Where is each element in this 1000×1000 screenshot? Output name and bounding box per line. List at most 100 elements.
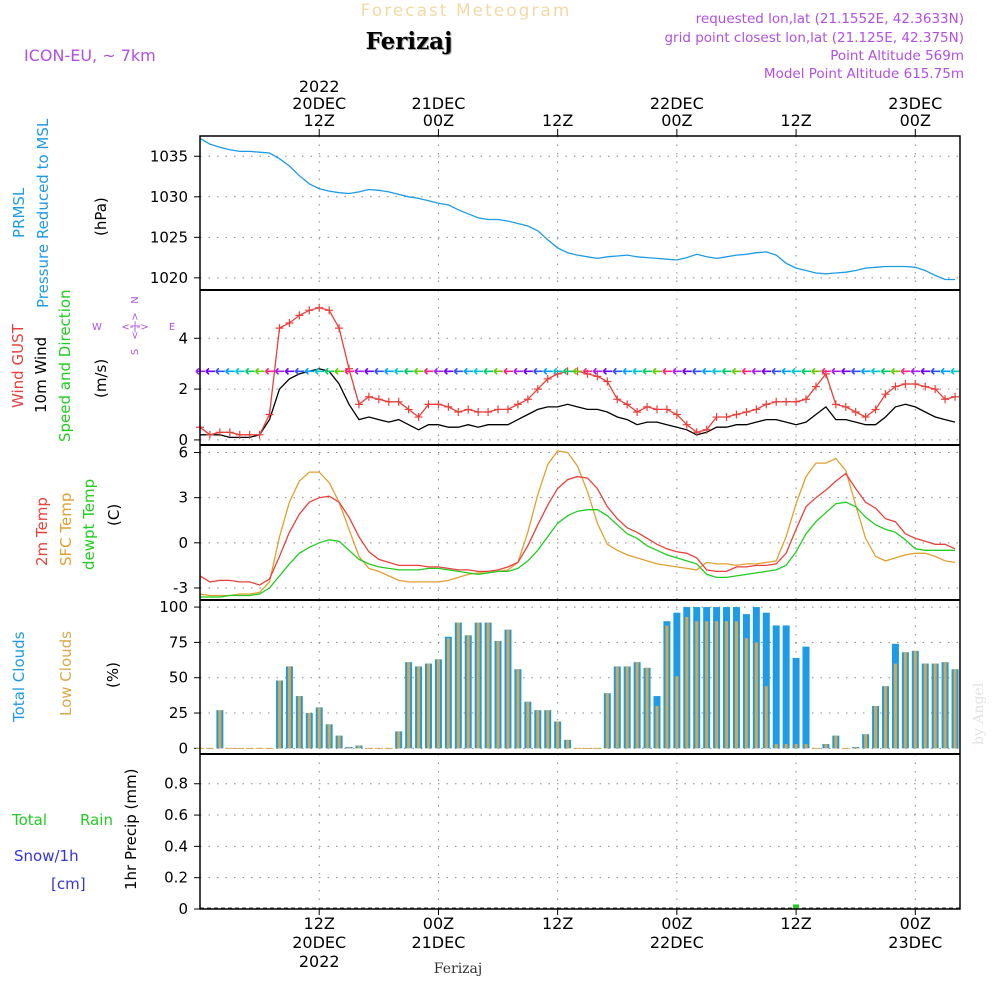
wind-direction-arrow	[582, 367, 593, 375]
wind-direction-arrow	[324, 367, 335, 375]
wind-direction-arrow	[831, 367, 841, 375]
gust-point	[374, 395, 383, 404]
wind-direction-arrow	[721, 367, 732, 375]
gust-point	[871, 405, 880, 414]
wind-direction-arrow	[354, 367, 364, 375]
low-clouds-bar	[883, 686, 887, 749]
gust-point	[802, 395, 811, 404]
wind-direction-arrow	[453, 367, 464, 375]
low-clouds-bar	[804, 744, 808, 749]
wind-direction-arrow	[712, 367, 722, 375]
low-clouds-bar	[516, 669, 520, 749]
low-clouds-bar	[874, 705, 878, 749]
clouds-ytick-label: 50	[169, 669, 188, 687]
gust-point	[613, 395, 622, 404]
gust-point	[543, 374, 552, 383]
bottom-time-label: 2022	[299, 952, 340, 971]
precip-ytick-label: 0	[178, 900, 188, 918]
low-clouds-bar	[744, 638, 748, 749]
wind-direction-arrow	[771, 367, 782, 375]
gust-point	[325, 306, 334, 315]
wind-direction-arrow	[652, 367, 662, 375]
precip-ytick-label: 0.2	[164, 869, 188, 887]
wind-panel: 0 2 4	[178, 290, 961, 449]
gust-point	[484, 407, 493, 416]
wind-direction-arrow	[553, 367, 563, 375]
wind-direction-arrow	[811, 367, 821, 375]
temp-panel: -3 0 3 6	[173, 444, 960, 600]
wind-direction-arrow	[841, 367, 851, 375]
gust-point	[494, 405, 503, 414]
wind-direction-arrow	[483, 367, 494, 375]
gust-point	[593, 372, 602, 381]
low-clouds-bar	[317, 707, 321, 749]
clouds-ytick-label: 25	[169, 704, 188, 722]
top-time-label: 21DEC	[411, 94, 465, 113]
bottom-time-label: 00Z	[900, 914, 931, 933]
wind-direction-arrow	[682, 367, 692, 375]
low-clouds-bar	[277, 680, 281, 749]
wind-direction-arrow	[741, 367, 752, 375]
low-clouds-bar	[496, 640, 500, 749]
precip-panel: 0 0.2 0.4 0.6 0.8	[164, 754, 960, 918]
clouds-panel: 0 25 50 75 100	[159, 598, 960, 757]
pressure-label-msl: Pressure Reduced to MSL	[34, 118, 52, 308]
wind-direction-arrow	[662, 367, 672, 375]
gust-point	[712, 413, 721, 422]
clouds-ytick-label: 0	[178, 739, 188, 757]
low-clouds-bar	[556, 721, 560, 749]
gust-point	[861, 413, 870, 422]
low-clouds-bar	[953, 669, 957, 749]
model-label: ICON-EU, ~ 7km	[24, 46, 156, 65]
low-clouds-bar	[715, 621, 719, 749]
gust-point	[901, 380, 910, 389]
top-time-label: 12Z	[780, 111, 811, 130]
wind-ytick-label: 4	[178, 329, 188, 347]
wind-direction-arrow	[473, 367, 484, 375]
bottom-time-label: 12Z	[542, 914, 573, 933]
temp-ytick-label: 6	[178, 444, 188, 462]
wind-direction-arrow	[672, 367, 682, 375]
low-clouds-bar	[476, 622, 480, 749]
low-clouds-bar	[685, 616, 689, 749]
bottom-time-label: 23DEC	[888, 933, 942, 952]
low-clouds-bar	[695, 621, 699, 749]
clouds-ytick-label: 75	[169, 633, 188, 651]
gust-point	[474, 407, 483, 416]
gust-point	[652, 405, 661, 414]
temp-sfc-label: SFC Temp	[57, 493, 75, 566]
low-clouds-bar	[784, 744, 788, 749]
temp-labels: 2m Temp SFC Temp dewpt Temp (C)	[33, 479, 123, 570]
wind-direction-arrow	[523, 367, 533, 375]
wind-direction-arrow	[851, 367, 861, 375]
low-clouds-bar	[764, 686, 768, 749]
gust-point	[245, 430, 254, 439]
gust-point	[464, 405, 473, 414]
wind-direction-arrow	[751, 367, 762, 375]
low-clouds-bar	[734, 621, 738, 749]
wind-direction-arrow	[433, 367, 444, 375]
low-clouds-bar	[774, 744, 778, 749]
pressure-ytick-label: 1020	[150, 269, 188, 287]
wind-direction-arrow	[612, 367, 623, 375]
wind-direction-arrow	[702, 367, 712, 375]
low-clouds-bar	[297, 696, 301, 749]
total-clouds-bar	[802, 646, 810, 749]
wind-direction-arrow	[731, 367, 742, 375]
wind-direction-arrow	[821, 367, 831, 375]
low-clouds-bar	[337, 735, 341, 749]
gust-point	[404, 405, 413, 414]
gust-point	[732, 410, 741, 419]
top-time-label: 22DEC	[650, 94, 704, 113]
compass-arrows-horizontal: <-|->	[121, 322, 148, 333]
grid-point-coords: grid point closest lon,lat (21.125E, 42.…	[664, 30, 964, 46]
low-clouds-bar	[923, 663, 927, 749]
wind-direction-arrow	[543, 367, 553, 375]
low-clouds-bar	[893, 663, 897, 749]
gust-point	[891, 382, 900, 391]
wind-direction-arrow	[264, 367, 275, 375]
compass-arrows-vertical: <-|->	[130, 312, 141, 339]
gust-point	[682, 420, 691, 429]
low-clouds-bar	[854, 746, 858, 749]
low-clouds-bar	[526, 701, 530, 749]
